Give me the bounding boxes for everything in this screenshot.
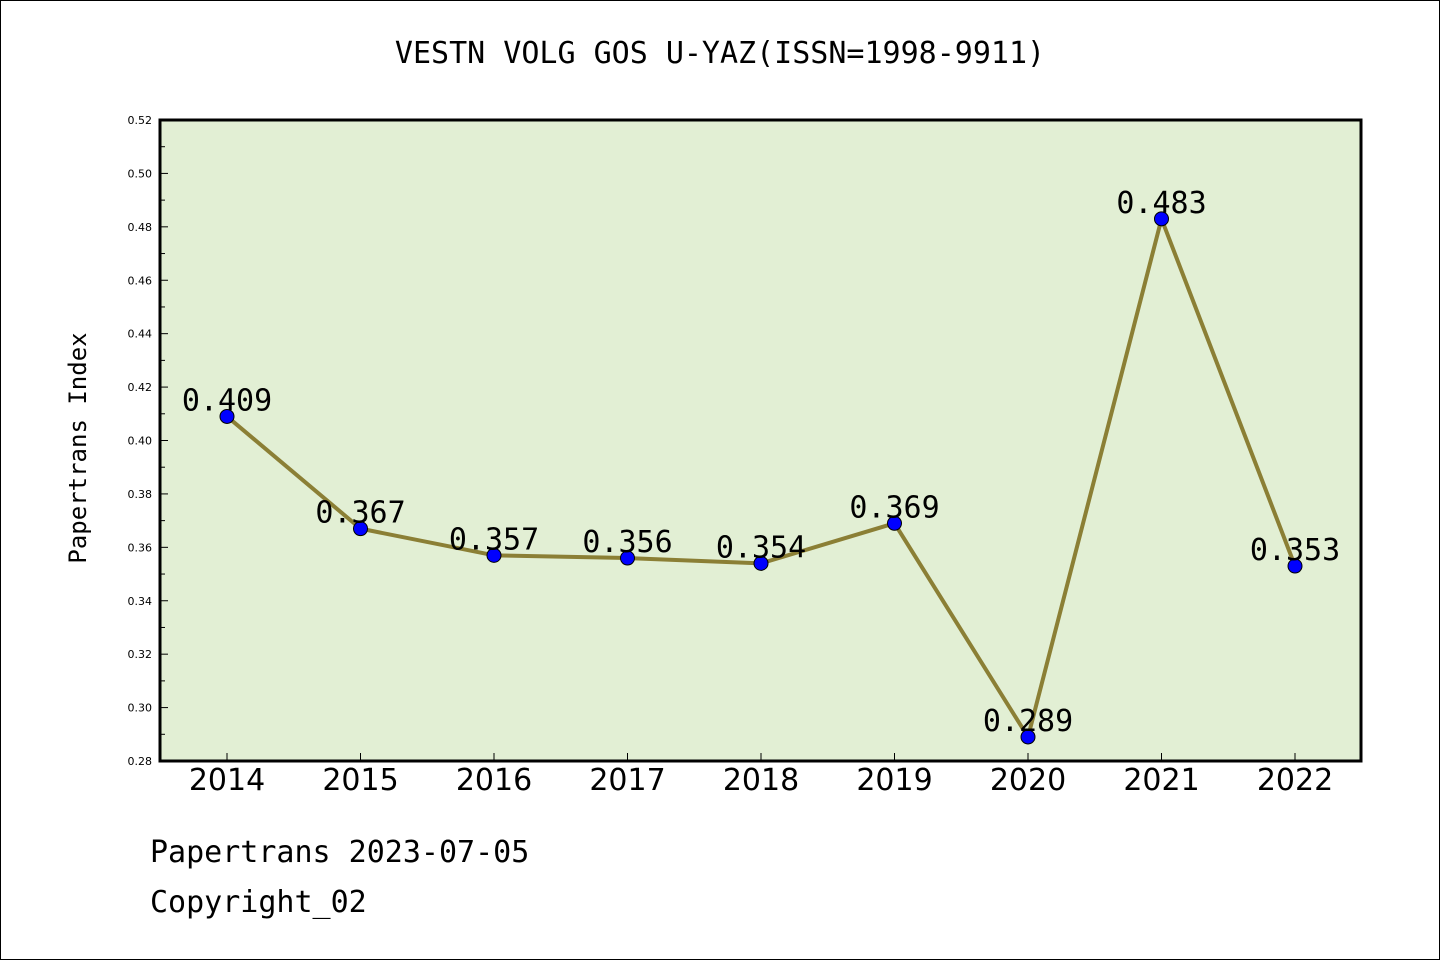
data-label: 0.354: [716, 530, 806, 565]
footer-date: Papertrans 2023-07-05: [150, 835, 530, 870]
x-tick-label: 2020: [990, 763, 1066, 798]
data-point: [887, 515, 902, 531]
data-point: [219, 408, 235, 424]
data-label: 0.367: [315, 496, 405, 531]
data-point: [1154, 211, 1169, 227]
y-tick-label: 0.38: [128, 488, 153, 501]
data-label: 0.409: [182, 383, 272, 418]
x-tick-label: 2019: [856, 763, 932, 798]
x-tick-label: 2021: [1123, 763, 1199, 798]
data-label: 0.369: [849, 490, 939, 525]
x-tick-label: 2016: [456, 763, 532, 798]
data-label: 0.356: [582, 525, 672, 560]
y-tick-label: 0.50: [128, 167, 153, 180]
x-tick-label: 2018: [723, 763, 799, 798]
data-point: [486, 547, 502, 563]
data-point: [353, 521, 368, 537]
x-tick-label: 2014: [189, 763, 265, 798]
x-tick-label: 2017: [589, 763, 665, 798]
y-tick-label: 0.30: [128, 702, 153, 715]
y-tick-label: 0.36: [128, 541, 153, 554]
chart-title: VESTN VOLG GOS U-YAZ(ISSN=1998-9911): [394, 36, 1046, 71]
y-tick-label: 0.52: [128, 114, 153, 127]
y-tick-label: 0.40: [128, 435, 153, 448]
data-label: 0.357: [449, 522, 539, 557]
footer-copyright: Copyright_02: [150, 885, 367, 920]
y-tick-label: 0.42: [128, 381, 153, 394]
data-point: [620, 550, 635, 566]
y-tick-label: 0.32: [128, 648, 153, 661]
data-label: 0.483: [1116, 186, 1206, 221]
data-label: 0.289: [983, 704, 1073, 739]
y-tick-label: 0.46: [128, 274, 153, 287]
y-tick-label: 0.34: [128, 595, 153, 608]
x-tick-label: 2022: [1257, 763, 1333, 798]
data-label: 0.353: [1250, 533, 1340, 568]
y-tick-label: 0.28: [128, 755, 153, 768]
y-tick-label: 0.48: [128, 221, 153, 234]
y-tick-label: 0.44: [128, 328, 153, 341]
x-tick-label: 2015: [322, 763, 398, 798]
data-point: [1287, 558, 1303, 574]
data-point: [1020, 729, 1036, 745]
data-point: [753, 555, 769, 571]
